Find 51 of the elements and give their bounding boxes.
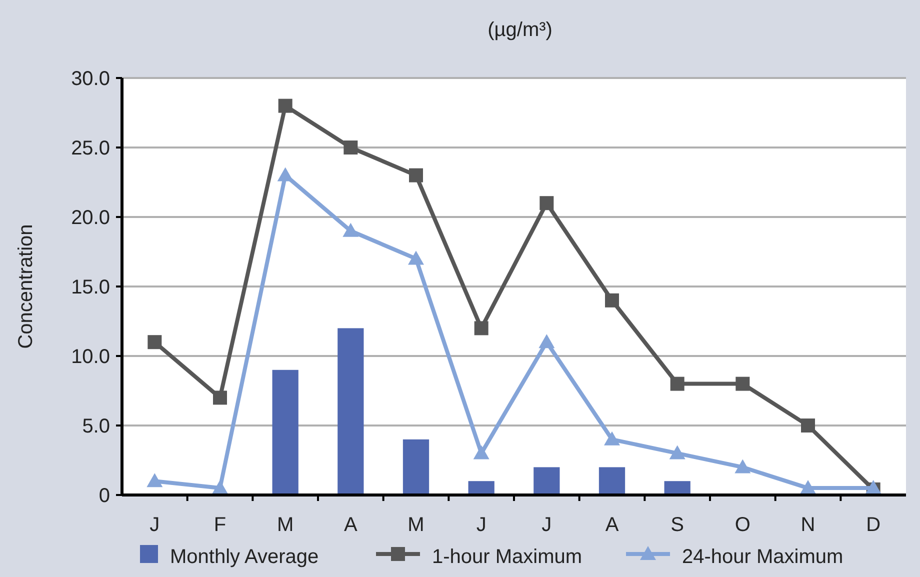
point bbox=[344, 140, 358, 154]
y-tick-label: 25.0 bbox=[71, 138, 110, 160]
point bbox=[277, 167, 294, 182]
y-tick-label: 5.0 bbox=[82, 416, 110, 438]
legend-label: Monthly Average bbox=[170, 546, 319, 568]
x-tick-label: D bbox=[866, 514, 881, 536]
point bbox=[342, 222, 359, 237]
bar bbox=[598, 467, 626, 495]
point bbox=[408, 250, 424, 265]
point bbox=[473, 445, 490, 460]
x-tick-label: N bbox=[800, 514, 816, 536]
point bbox=[670, 376, 684, 391]
x-tick-label: J bbox=[476, 514, 486, 536]
point bbox=[540, 196, 554, 210]
point bbox=[146, 473, 163, 488]
point bbox=[801, 418, 815, 432]
y-tick-label: 20.0 bbox=[71, 207, 110, 229]
y-tick-label: 30.0 bbox=[71, 68, 110, 90]
legend-label: 24-hour Maximum bbox=[682, 546, 844, 568]
y-tick-label: 0 bbox=[98, 485, 110, 507]
x-tick-label: M bbox=[276, 514, 294, 536]
x-tick-label: J bbox=[150, 514, 160, 536]
point bbox=[278, 98, 292, 113]
x-tick-label: O bbox=[734, 514, 750, 536]
point bbox=[604, 431, 620, 446]
y-axis-title: Concentration bbox=[15, 224, 37, 349]
legend-label: 1-hour Maximum bbox=[432, 546, 582, 568]
point bbox=[669, 445, 686, 460]
point bbox=[213, 390, 227, 405]
y-tick-label: 15.0 bbox=[71, 276, 110, 298]
x-tick-label: J bbox=[542, 514, 552, 536]
y-tick-label: 10.0 bbox=[71, 346, 110, 368]
point bbox=[212, 480, 228, 494]
bar bbox=[272, 370, 298, 495]
point bbox=[148, 335, 162, 350]
point bbox=[605, 293, 619, 308]
bar bbox=[402, 439, 430, 495]
point bbox=[538, 334, 555, 348]
point bbox=[736, 376, 750, 391]
point bbox=[734, 459, 751, 474]
bar bbox=[338, 328, 364, 495]
point bbox=[474, 321, 488, 336]
x-tick-label: F bbox=[214, 514, 226, 536]
point bbox=[409, 168, 423, 182]
x-tick-label: A bbox=[605, 514, 620, 536]
chart-title: (µg/m³) bbox=[488, 19, 552, 41]
x-tick-label: M bbox=[408, 514, 424, 536]
point bbox=[800, 480, 816, 494]
x-tick-label: A bbox=[344, 514, 358, 536]
x-tick-label: S bbox=[670, 514, 684, 536]
bar bbox=[534, 467, 560, 495]
